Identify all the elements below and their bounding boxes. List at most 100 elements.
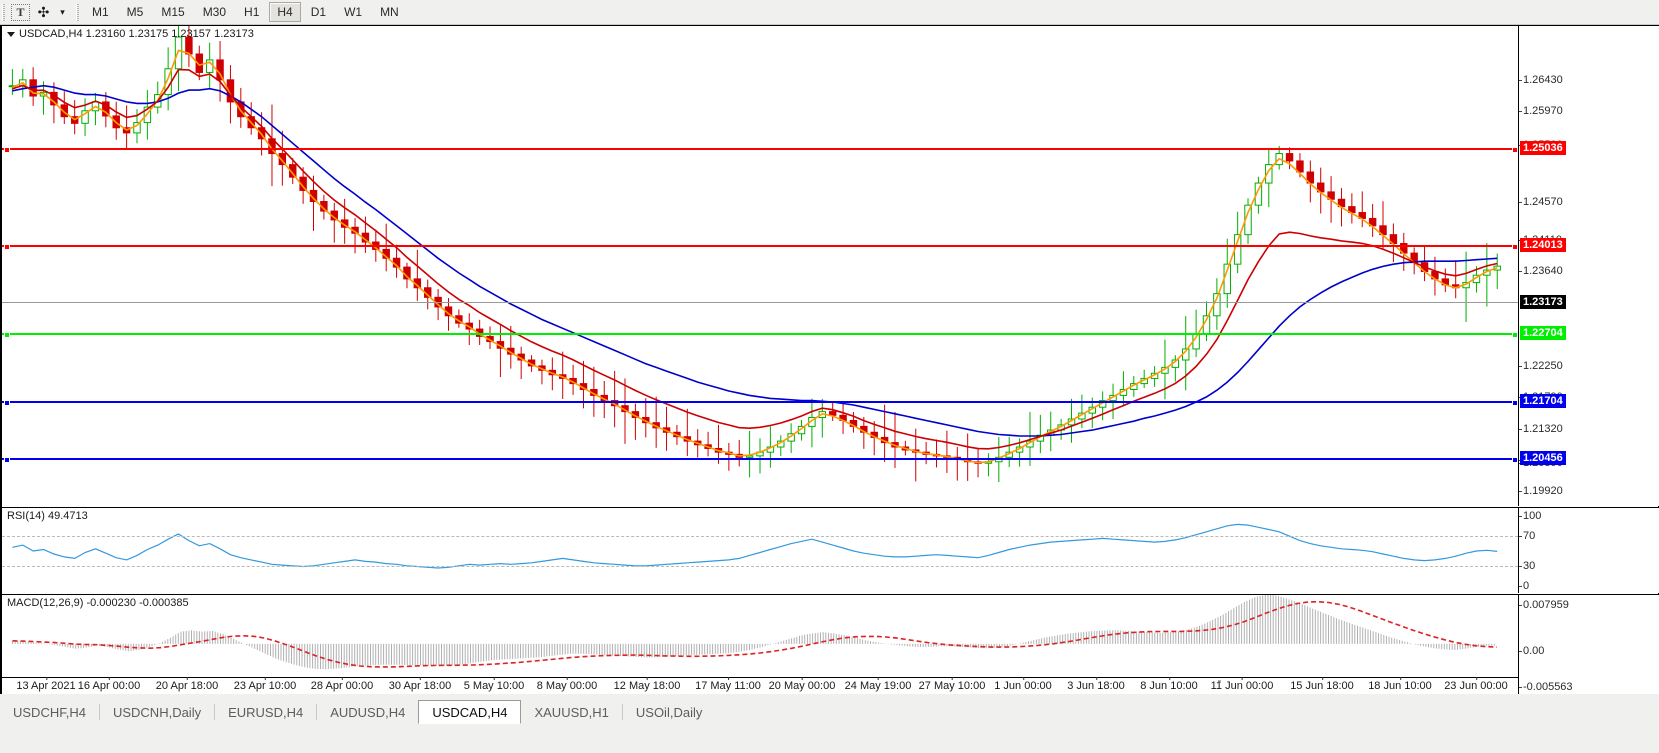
crosshair-marker bbox=[1218, 680, 1221, 683]
macd-tick: 0.007959 bbox=[1519, 599, 1569, 611]
timeframe-group-grip[interactable] bbox=[76, 3, 79, 21]
level-handle-right[interactable] bbox=[1512, 332, 1518, 338]
time-tick: 23 Apr 10:00 bbox=[233, 677, 297, 692]
macd-histogram-series bbox=[12, 595, 1497, 669]
timeframe-h4[interactable]: H4 bbox=[269, 2, 301, 22]
price-tick: 1.25970 bbox=[1519, 105, 1563, 117]
time-tick: 5 May 10:00 bbox=[463, 677, 525, 692]
chevron-down-icon: ▾ bbox=[60, 6, 65, 17]
price-tick: 1.22250 bbox=[1519, 360, 1563, 372]
time-tick: 8 May 00:00 bbox=[536, 677, 598, 692]
price-tag-current[interactable]: 1.23173 bbox=[1520, 295, 1566, 309]
macd-axis[interactable]: 0.007959 0.00 -0.005563 bbox=[1518, 595, 1659, 694]
tab-divider bbox=[214, 704, 216, 720]
time-tick: 3 Jun 18:00 bbox=[1067, 677, 1125, 692]
timeframe-w1[interactable]: W1 bbox=[344, 5, 363, 19]
rsi-guide-70 bbox=[2, 536, 1518, 537]
rsi-axis[interactable]: 100 70 30 0 bbox=[1518, 508, 1659, 593]
time-axis[interactable]: 13 Apr 2021 16 Apr 00:00 20 Apr 18:00 23… bbox=[2, 677, 1518, 694]
chart-tab-usdcad[interactable]: USDCAD,H4 bbox=[418, 700, 522, 724]
chart-tab-usdchf[interactable]: USDCHF,H4 bbox=[13, 704, 86, 720]
chart-tab-bar: USDCHF,H4 USDCNH,Daily EURUSD,H4 AUDUSD,… bbox=[0, 694, 1659, 753]
objects-button[interactable]: ✣ bbox=[33, 2, 54, 23]
level-handle-right[interactable] bbox=[1512, 457, 1518, 463]
timeframe-m5[interactable]: M5 bbox=[126, 5, 144, 19]
level-handle-right[interactable] bbox=[1512, 400, 1518, 406]
objects-crosshair-icon: ✣ bbox=[37, 3, 50, 20]
time-tick: 8 Jun 10:00 bbox=[1140, 677, 1198, 692]
rsi-tick: 100 bbox=[1518, 510, 1542, 522]
rsi-tick: 70 bbox=[1518, 530, 1536, 542]
text-tool-button[interactable]: T bbox=[10, 2, 31, 23]
price-pane[interactable]: USDCAD,H4 1.23160 1.23175 1.23157 1.2317… bbox=[2, 26, 1659, 506]
objects-dropdown-button[interactable]: ▾ bbox=[56, 2, 69, 23]
rsi-label: RSI(14) 49.4713 bbox=[7, 510, 88, 522]
timeframe-m30[interactable]: M30 bbox=[202, 5, 227, 19]
level-line-resistance-2[interactable] bbox=[2, 244, 1518, 250]
tab-divider bbox=[621, 704, 623, 720]
time-tick: 16 Apr 00:00 bbox=[77, 677, 141, 692]
price-axis[interactable]: 1.26430 1.25970 1.25500 1.24570 1.24110 … bbox=[1518, 26, 1659, 506]
time-tick: 18 Jun 10:00 bbox=[1368, 677, 1432, 692]
level-handle-left[interactable] bbox=[4, 332, 10, 338]
level-line-support-blue-1[interactable] bbox=[2, 400, 1518, 406]
timeframe-m1[interactable]: M1 bbox=[92, 5, 109, 19]
price-tick: 1.26430 bbox=[1519, 74, 1563, 86]
time-tick: 20 Apr 18:00 bbox=[155, 677, 219, 692]
price-tag-resistance-1[interactable]: 1.25036 bbox=[1520, 141, 1566, 155]
price-tick: 1.24570 bbox=[1519, 196, 1563, 208]
text-tool-icon: T bbox=[11, 3, 30, 21]
toolbar-grip[interactable] bbox=[2, 3, 5, 21]
timeframe-m15[interactable]: M15 bbox=[161, 5, 185, 19]
level-handle-left[interactable] bbox=[4, 244, 10, 250]
macd-label: MACD(12,26,9) -0.000230 -0.000385 bbox=[7, 597, 189, 609]
chart-tab-usoil[interactable]: USOil,Daily bbox=[635, 704, 703, 720]
chart-tab-xauusd[interactable]: XAUUSD,H1 bbox=[534, 704, 609, 720]
time-tick: 17 May 11:00 bbox=[695, 677, 761, 692]
macd-pane[interactable]: MACD(12,26,9) -0.000230 -0.000385 0.0079… bbox=[2, 594, 1659, 694]
collapse-arrow-icon[interactable] bbox=[7, 31, 15, 37]
price-tag-resistance-2[interactable]: 1.24013 bbox=[1520, 238, 1566, 252]
chart-tab-audusd[interactable]: AUDUSD,H4 bbox=[330, 704, 406, 720]
price-tag-support-blue-2[interactable]: 1.20456 bbox=[1520, 451, 1566, 465]
time-tick: 23 Jun 00:00 bbox=[1444, 677, 1508, 692]
chart-tab-usdcnh[interactable]: USDCNH,Daily bbox=[112, 704, 202, 720]
price-tag-support-blue-1[interactable]: 1.21704 bbox=[1520, 394, 1566, 408]
rsi-tick: 0 bbox=[1518, 580, 1530, 592]
level-line-resistance-1[interactable] bbox=[2, 147, 1518, 153]
time-tick: 13 Apr 2021 bbox=[16, 677, 76, 692]
time-tick: 20 May 00:00 bbox=[768, 677, 836, 692]
level-handle-left[interactable] bbox=[4, 147, 10, 153]
level-handle-right[interactable] bbox=[1512, 244, 1518, 250]
timeframe-h1[interactable]: H1 bbox=[244, 5, 260, 19]
level-line-support-green[interactable] bbox=[2, 332, 1518, 338]
level-handle-right[interactable] bbox=[1512, 147, 1518, 153]
chart-window[interactable]: USDCAD,H4 1.23160 1.23175 1.23157 1.2317… bbox=[0, 25, 1659, 694]
price-tag-support-green[interactable]: 1.22704 bbox=[1520, 326, 1566, 340]
main-toolbar: T ✣ ▾ M1 M5 M15 M30 H1 H4 D1 W1 MN bbox=[0, 0, 1659, 25]
timeframe-mn[interactable]: MN bbox=[380, 5, 399, 19]
level-handle-left[interactable] bbox=[4, 400, 10, 406]
time-tick: 15 Jun 18:00 bbox=[1290, 677, 1354, 692]
time-tick: 30 Apr 18:00 bbox=[388, 677, 452, 692]
level-line-support-blue-2[interactable] bbox=[2, 457, 1518, 463]
symbol-header: USDCAD,H4 1.23160 1.23175 1.23157 1.2317… bbox=[7, 28, 254, 40]
chart-tab-eurusd[interactable]: EURUSD,H4 bbox=[228, 704, 304, 720]
price-plot-area[interactable] bbox=[2, 26, 1518, 506]
price-tick: 1.19920 bbox=[1519, 485, 1563, 497]
rsi-line-series bbox=[12, 523, 1498, 569]
time-tick: 27 May 10:00 bbox=[918, 677, 986, 692]
time-tick: 11 Jun 00:00 bbox=[1210, 677, 1274, 692]
macd-tick: 0.00 bbox=[1518, 645, 1545, 657]
time-tick: 12 May 18:00 bbox=[613, 677, 681, 692]
rsi-pane[interactable]: RSI(14) 49.4713 100 70 30 0 bbox=[2, 507, 1659, 593]
level-handle-left[interactable] bbox=[4, 457, 10, 463]
symbol-header-text: USDCAD,H4 1.23160 1.23175 1.23157 1.2317… bbox=[19, 28, 254, 40]
current-price-line bbox=[2, 302, 1518, 303]
rsi-plot-area[interactable] bbox=[2, 508, 1518, 593]
tab-divider bbox=[98, 704, 100, 720]
time-tick: 28 Apr 00:00 bbox=[310, 677, 374, 692]
macd-plot-area[interactable] bbox=[2, 595, 1518, 694]
price-tick: 1.23640 bbox=[1519, 265, 1563, 277]
timeframe-d1[interactable]: D1 bbox=[310, 5, 327, 19]
